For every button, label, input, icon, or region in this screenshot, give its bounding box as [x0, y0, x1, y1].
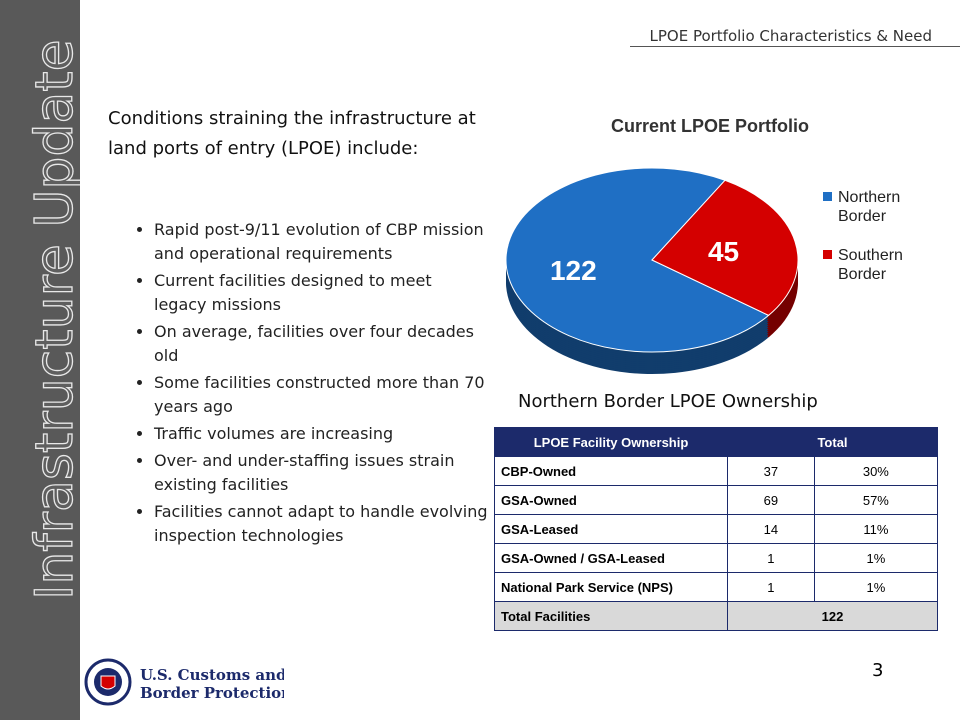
- table-row: CBP-Owned 37 30%: [494, 456, 939, 486]
- bullet: Facilities cannot adapt to handle evolvi…: [154, 500, 489, 548]
- table-cell: 14: [727, 514, 815, 544]
- intro: Conditions straining the infrastructure …: [108, 108, 476, 159]
- bullet: Rapid post-9/11 evolution of CBP mission…: [154, 218, 489, 266]
- table-cell: GSA-Leased: [494, 514, 728, 544]
- total-row: Total Facilities 122: [494, 601, 938, 631]
- bullet: Some facilities constructed more than 70…: [154, 371, 489, 419]
- table-cell: GSA-Owned / GSA-Leased: [494, 543, 728, 573]
- sidebar-title-svg: Infrastructure Update: [24, 39, 85, 601]
- bullet: Over- and under-staffing issues strain e…: [154, 449, 489, 497]
- table-cell: 37: [727, 456, 815, 486]
- header: LPOE Portfolio Characteristics & Need: [649, 27, 932, 45]
- legend-swatch: [823, 250, 832, 259]
- sidebar: Infrastructure Update: [0, 0, 86, 720]
- table-cell: GSA-Owned: [494, 485, 728, 515]
- bullet-list: Rapid post-9/11 evolution of CBP mission…: [132, 218, 489, 551]
- pie-slice: [651, 179, 799, 316]
- pie-slice: [505, 167, 770, 353]
- table-cell: 69: [727, 485, 815, 515]
- bullet: Current facilities designed to meet lega…: [154, 269, 489, 317]
- table-row: GSA-Owned / GSA-Leased 1 1%: [494, 543, 939, 573]
- table-cell: 11%: [813, 514, 939, 544]
- pie-chart: Current LPOE Portfolio 122 Northern Border…: [505, 116, 903, 374]
- legend-label: Southern Border: [838, 247, 903, 283]
- table-cell: 57%: [813, 485, 939, 515]
- data-label: 45: [708, 236, 739, 267]
- table-cell: CBP-Owned: [494, 456, 728, 486]
- table-cell: National Park Service (NPS): [494, 572, 728, 602]
- ownership-table: LPOE Facility Ownership Total CBP-Owned 37 3…: [494, 427, 939, 631]
- logo-line: Border Protection: [140, 684, 284, 702]
- table-cell: 30%: [813, 456, 939, 486]
- legend-swatch: [823, 192, 832, 201]
- sidebar-title: Infrastructure Update: [25, 39, 80, 600]
- table-caption: Northern Border LPOE Ownership: [518, 391, 818, 412]
- logo-line: U.S. Customs and: [140, 666, 284, 684]
- page-number: 3: [872, 660, 884, 681]
- table-row: National Park Service (NPS) 1 1%: [494, 572, 939, 602]
- table-row: GSA-Owned 69 57%: [494, 485, 939, 515]
- table-cell: Total Facilities: [494, 601, 728, 631]
- data-label: 122: [550, 255, 597, 286]
- bullet: Traffic volumes are increasing: [154, 422, 489, 446]
- chart-title: Current LPOE Portfolio: [611, 116, 809, 136]
- table-cell: 1: [727, 543, 815, 573]
- legend-label: Northern Border: [838, 189, 900, 225]
- table-row: GSA-Leased 14 11%: [494, 514, 939, 544]
- logo: U.S. Customs and Border Protection: [84, 658, 284, 706]
- table-cell: 1%: [813, 543, 939, 573]
- header-cell: LPOE Facility Ownership: [494, 427, 728, 457]
- header-row: LPOE Facility Ownership Total: [494, 427, 938, 457]
- header-rule: [630, 46, 960, 47]
- header-cell: Total: [727, 427, 938, 457]
- table-cell: 1%: [813, 572, 939, 602]
- table-cell: 1: [727, 572, 815, 602]
- table-cell: 122: [727, 601, 938, 631]
- bullet: On average, facilities over four decades…: [154, 320, 489, 368]
- seal-shield: [100, 675, 116, 690]
